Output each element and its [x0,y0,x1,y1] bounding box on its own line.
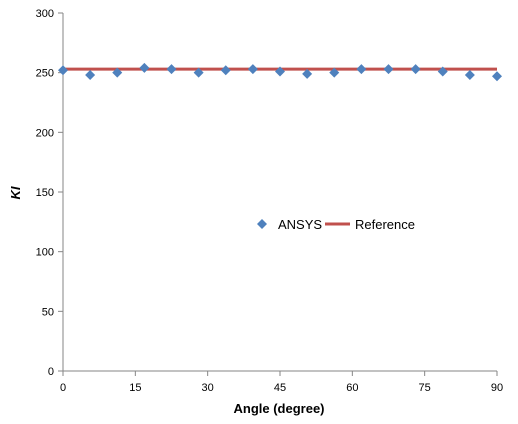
x-tick-label: 30 [202,382,214,394]
y-tick-label: 200 [36,127,54,139]
legend: ANSYS Reference [257,217,415,232]
y-tick-label: 300 [36,8,54,20]
ansys-point [139,62,150,73]
y-tick-label: 50 [42,306,54,318]
y-axis-title: KI [8,186,23,199]
y-tick-label: 150 [36,187,54,199]
y-tick-label: 250 [36,68,54,80]
ansys-point [112,67,123,78]
series-layer [58,62,502,82]
legend-ansys-label: ANSYS [278,217,322,232]
y-tick-label: 0 [48,366,54,378]
ansys-point [166,64,177,75]
legend-ansys-marker [257,219,267,229]
x-tick-label: 45 [274,382,286,394]
legend-reference-label: Reference [355,217,415,232]
x-tick-label: 0 [60,382,66,394]
x-tick-label: 75 [419,382,431,394]
x-axis-title: Angle (degree) [233,401,324,416]
ansys-point [410,64,421,75]
x-tick-label: 15 [129,382,141,394]
y-axis: 0 50 100 150 200 250 300 [36,8,64,378]
x-tick-label: 60 [346,382,358,394]
ansys-point [85,70,96,81]
y-tick-label: 100 [36,247,54,259]
ansys-point [302,68,313,79]
ansys-point [464,70,475,81]
ansys-point [220,65,231,76]
ansys-point [247,64,258,75]
ansys-point [356,64,367,75]
ansys-point [492,71,502,82]
x-tick-label: 90 [491,382,503,394]
ansys-point [58,65,68,76]
ansys-point [383,64,394,75]
ansys-point [437,66,448,77]
ansys-point [275,66,285,77]
ansys-point [329,67,340,78]
ansys-point [193,67,204,78]
x-axis: 0 15 30 45 60 75 90 [60,370,503,394]
